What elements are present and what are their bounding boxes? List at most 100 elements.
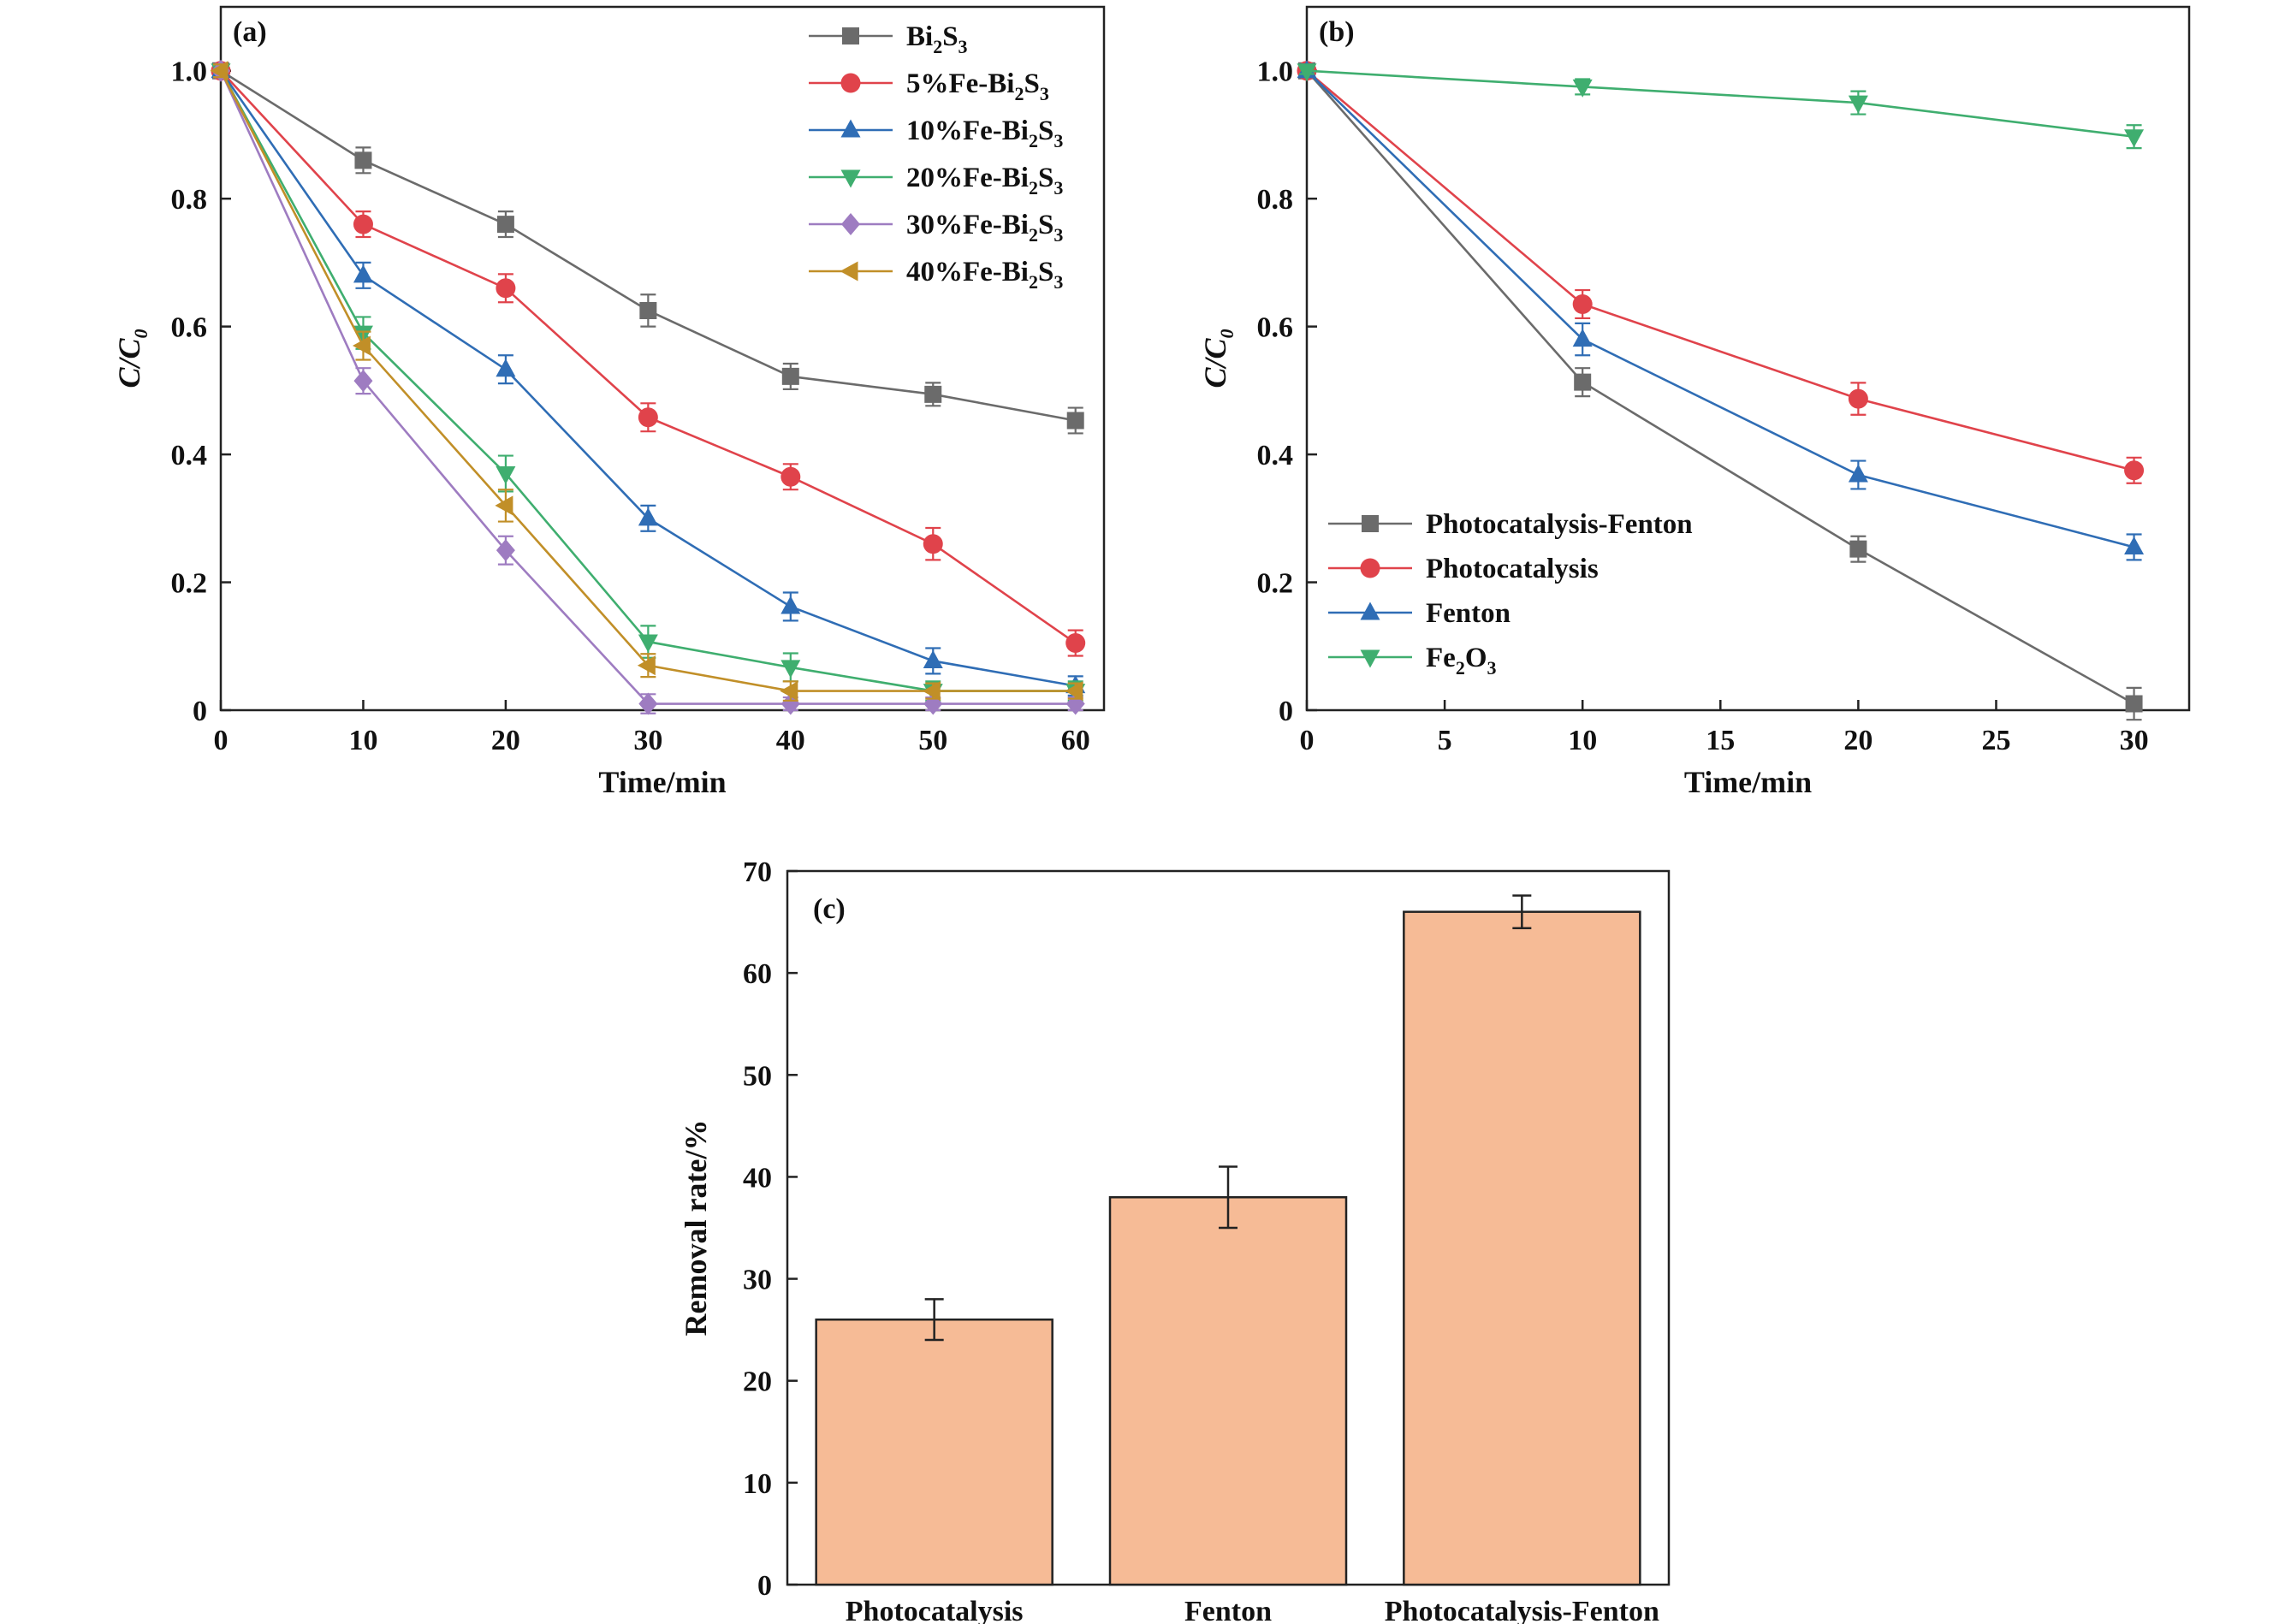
panel-label: (a) [233, 16, 267, 48]
legend-label: Fe2O3 [1426, 643, 1496, 679]
data-point [1297, 63, 1317, 82]
y-tick-label: 0.6 [171, 312, 208, 344]
x-tick-label: 10 [348, 725, 377, 756]
x-tick-label: 30 [2120, 725, 2149, 756]
data-point [496, 539, 515, 562]
x-tick-label: 0 [214, 725, 229, 756]
x-tick-label: 50 [918, 725, 947, 756]
data-point [496, 466, 516, 485]
legend-marker [1360, 602, 1380, 620]
series-3 [1297, 63, 2145, 150]
data-point [1065, 633, 1086, 654]
data-point [1848, 95, 1868, 114]
y-tick-label: 1.0 [1257, 56, 1294, 88]
y-tick-label: 10 [743, 1468, 772, 1500]
data-point [2124, 129, 2145, 148]
panel-b-line-chart: 0 5 10 15 20 25 30 0 0.2 0.4 0.6 0.8 1.0 Time/min C/C0… [1198, 5, 2191, 799]
legend-marker [1360, 649, 1380, 668]
data-point [1065, 681, 1083, 702]
x-category-label: Photocatalysis-Fenton [1385, 1596, 1659, 1624]
y-tick-label: 0.2 [171, 568, 208, 600]
data-point [2125, 695, 2143, 713]
data-point [495, 495, 513, 516]
data-point [354, 151, 372, 169]
legend-marker [841, 213, 860, 235]
data-point [781, 367, 799, 385]
x-tick-label: 10 [1568, 725, 1597, 756]
data-point [637, 655, 656, 676]
panel-label: (c) [813, 893, 846, 925]
x-tick-label: 60 [1061, 725, 1090, 756]
series-line [1306, 69, 2134, 138]
y-tick-label: 50 [743, 1060, 772, 1092]
series-2 [1297, 60, 2145, 561]
legend-label: Photocatalysis-Fenton [1426, 509, 1693, 540]
x-category-label: Fenton [1184, 1596, 1272, 1624]
data-point [780, 596, 801, 614]
x-tick-label: 0 [1300, 725, 1315, 756]
data-point [1572, 79, 1593, 98]
data-point [1849, 540, 1867, 558]
data-point [638, 692, 658, 715]
data-point [780, 660, 801, 679]
series-1 [211, 61, 1086, 657]
series-3 [211, 63, 1086, 702]
y-tick-label: 0 [193, 696, 207, 727]
legend-label: Photocatalysis [1426, 554, 1599, 584]
legend-marker [840, 73, 861, 93]
data-point [780, 466, 801, 487]
y-tick-label: 0 [757, 1570, 772, 1602]
legend-label: Fenton [1426, 598, 1511, 629]
legend-label: 10%Fe-Bi2S3 [906, 116, 1063, 151]
data-point [638, 507, 658, 526]
x-category-label: Photocatalysis [846, 1596, 1024, 1624]
data-point [2124, 460, 2145, 481]
series-0 [212, 62, 1084, 435]
y-tick-label: 0.8 [1257, 184, 1294, 216]
plot-frame [219, 5, 1106, 712]
y-axis-title: C/C0 [112, 329, 151, 388]
legend-marker [840, 119, 861, 138]
data-point [353, 264, 373, 283]
y-tick-label: 0.4 [171, 440, 208, 471]
bar [815, 1318, 1054, 1586]
y-tick-label: 1.0 [171, 56, 208, 88]
y-axis-title: C/C0 [1198, 329, 1237, 388]
data-point [1066, 412, 1084, 430]
data-point [353, 370, 373, 393]
series-4 [211, 59, 1085, 715]
data-point [496, 216, 514, 234]
y-tick-label: 70 [743, 856, 772, 888]
y-tick-label: 0.6 [1257, 312, 1294, 344]
x-axis-title: Time/min [598, 765, 726, 799]
data-point [352, 335, 371, 356]
y-tick-label: 0.4 [1257, 440, 1294, 471]
data-point [1572, 293, 1593, 314]
series-line [1306, 69, 2135, 705]
y-axis-title: Removal rate/% [679, 1120, 713, 1337]
data-point [1848, 464, 1868, 483]
legend-marker [840, 169, 861, 188]
series-2 [211, 60, 1086, 696]
data-point [638, 407, 658, 428]
x-axis-title: Time/min [1684, 765, 1812, 799]
legend-label: 20%Fe-Bi2S3 [906, 163, 1063, 199]
y-tick-label: 60 [743, 958, 772, 990]
series-5 [210, 61, 1083, 702]
series-0 [1298, 62, 2143, 721]
y-tick-label: 0.2 [1257, 568, 1294, 600]
series-line [220, 69, 1077, 644]
y-tick-label: 0.8 [171, 184, 208, 216]
data-point [1572, 329, 1593, 347]
bar [1403, 910, 1641, 1586]
x-tick-label: 20 [491, 725, 520, 756]
series-1 [1297, 61, 2145, 484]
legend-label: 40%Fe-Bi2S3 [906, 257, 1063, 293]
legend: Bi2S3 5%Fe-Bi2S3 10%Fe-Bi2S3 20%Fe-Bi2S3 30%… [809, 21, 1063, 293]
data-point [210, 61, 229, 81]
data-point [639, 301, 657, 319]
data-point [496, 278, 516, 299]
x-tick-label: 15 [1706, 725, 1735, 756]
data-point [923, 649, 943, 668]
